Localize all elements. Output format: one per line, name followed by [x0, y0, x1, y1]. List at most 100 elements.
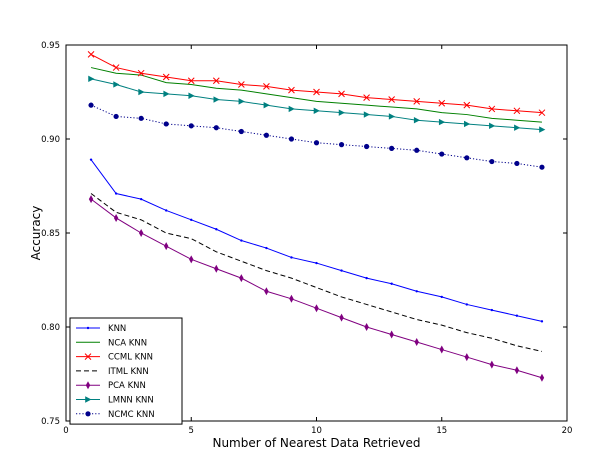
data-point-marker	[213, 125, 219, 131]
data-point-marker	[488, 105, 496, 113]
series-1	[90, 67, 542, 123]
data-point-marker	[388, 96, 396, 103]
data-point-marker	[162, 73, 170, 81]
data-point-marker	[164, 242, 169, 251]
data-point-marker	[113, 81, 120, 88]
data-point-marker	[113, 213, 119, 222]
ticks-layer: 0 5 10 15 20 0.75 0.80 0.85 0.90 0.95	[41, 41, 572, 436]
legend-label: NCMC KNN	[108, 410, 155, 420]
data-point-marker	[238, 128, 244, 135]
data-point-marker	[538, 109, 546, 117]
x-tick-label: 20	[562, 426, 573, 436]
series-layer	[87, 51, 546, 382]
data-point-marker	[364, 323, 369, 331]
x-tick-label: 10	[311, 426, 322, 436]
data-point-marker	[85, 381, 91, 390]
series-3	[90, 193, 543, 352]
data-point-marker	[438, 99, 446, 107]
data-point-marker	[388, 113, 396, 120]
data-point-marker	[514, 124, 521, 131]
data-point-marker	[87, 51, 95, 58]
data-point-marker	[288, 105, 295, 113]
series-4	[88, 195, 545, 382]
data-point-marker	[113, 113, 119, 120]
data-point-marker	[139, 197, 143, 201]
legend-label: PCA KNN	[108, 381, 146, 391]
data-point-marker	[389, 145, 395, 151]
data-point-marker	[514, 160, 520, 167]
data-point-marker	[265, 246, 268, 250]
data-point-marker	[138, 229, 144, 237]
data-point-marker	[489, 360, 495, 369]
data-point-marker	[414, 147, 420, 153]
data-point-marker	[212, 77, 220, 85]
data-point-marker	[137, 69, 145, 77]
y-tick-label: 0.90	[41, 135, 60, 145]
data-point-marker	[314, 304, 319, 313]
data-point-marker	[439, 345, 444, 354]
data-point-marker	[165, 209, 168, 212]
data-point-marker	[213, 96, 220, 103]
data-point-marker	[364, 143, 370, 150]
data-point-marker	[490, 308, 494, 312]
data-point-marker	[190, 218, 193, 222]
data-point-marker	[339, 313, 344, 322]
data-point-marker	[489, 158, 495, 165]
legend-item: NCA KNN	[76, 338, 147, 348]
data-point-marker	[539, 164, 545, 170]
data-point-marker	[539, 373, 545, 382]
data-point-marker	[340, 269, 343, 272]
data-point-marker	[240, 239, 243, 242]
series-line	[90, 193, 543, 352]
y-tick-label: 0.80	[41, 323, 60, 333]
data-point-marker	[263, 132, 269, 138]
data-point-marker	[264, 287, 269, 296]
data-point-marker	[338, 109, 345, 116]
data-point-marker	[464, 155, 470, 161]
legend-item: KNN	[76, 324, 126, 334]
legend-item: NCMC KNN	[76, 410, 155, 420]
data-point-marker	[363, 111, 370, 118]
x-tick-label: 15	[436, 426, 447, 436]
data-point-marker	[187, 77, 195, 85]
data-point-marker	[415, 290, 418, 293]
data-point-marker	[515, 314, 519, 317]
data-point-marker	[88, 75, 95, 83]
data-point-marker	[413, 117, 421, 124]
data-point-marker	[188, 123, 194, 129]
data-point-marker	[438, 118, 446, 126]
x-tick-label: 5	[189, 426, 194, 436]
data-point-marker	[513, 107, 521, 115]
y-tick-label: 0.85	[41, 229, 60, 239]
data-point-marker	[288, 86, 295, 94]
legend-label: NCA KNN	[108, 338, 147, 348]
data-point-marker	[85, 396, 92, 403]
data-point-marker	[85, 411, 91, 417]
data-point-marker	[189, 255, 194, 264]
data-point-marker	[214, 264, 219, 273]
data-point-marker	[390, 282, 393, 285]
data-point-marker	[338, 142, 345, 148]
data-point-marker	[138, 115, 144, 121]
data-point-marker	[88, 102, 94, 108]
series-6	[88, 102, 545, 170]
data-point-marker	[288, 136, 295, 142]
data-point-marker	[539, 126, 546, 133]
legend-item: PCA KNN	[76, 381, 146, 391]
data-point-marker	[290, 256, 293, 259]
legend-label: CCML KNN	[108, 353, 153, 363]
data-point-marker	[138, 88, 145, 96]
data-point-marker	[84, 353, 92, 360]
data-point-marker	[112, 64, 120, 71]
data-point-marker	[89, 158, 93, 161]
data-point-marker	[464, 353, 469, 362]
data-point-marker	[163, 90, 170, 98]
data-point-marker	[88, 195, 94, 204]
data-point-marker	[263, 83, 270, 90]
legend-label: KNN	[108, 324, 126, 334]
y-tick-label: 0.75	[41, 417, 60, 427]
data-point-marker	[313, 140, 320, 146]
data-point-marker	[215, 228, 218, 231]
legend-item: LMNN KNN	[76, 396, 154, 406]
